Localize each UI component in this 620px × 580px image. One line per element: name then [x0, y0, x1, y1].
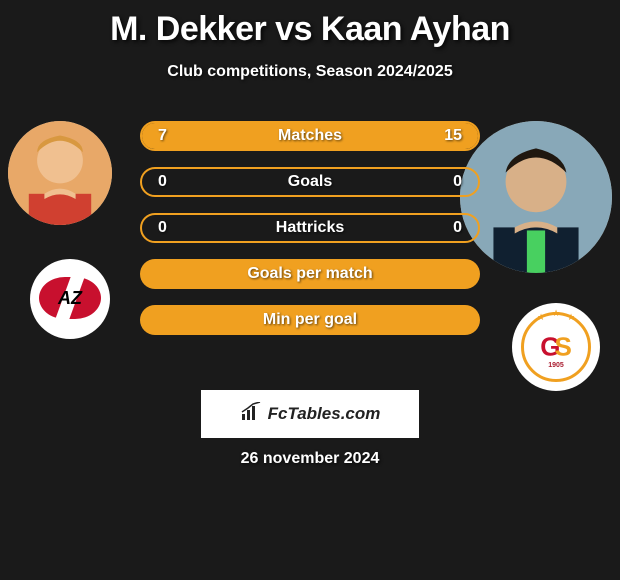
stat-label: Goals per match [247, 265, 372, 283]
az-logo-icon: AZ [39, 277, 101, 321]
stat-right-value: 0 [453, 219, 462, 237]
stat-label: Matches [278, 127, 342, 145]
player-left-photo [8, 121, 112, 225]
stat-right-value: 15 [444, 127, 462, 145]
stat-label: Min per goal [263, 311, 357, 329]
brand-text: FcTables.com [268, 404, 381, 424]
avatar-right-icon [460, 121, 612, 273]
stat-label: Hattricks [276, 219, 344, 237]
stat-left-value: 0 [158, 173, 167, 191]
club-left-logo: AZ [30, 259, 110, 339]
stat-bar: 0 Goals 0 [140, 167, 480, 197]
stat-bars: 7 Matches 15 0 Goals 0 0 Hattricks 0 Goals per ma… [140, 121, 480, 351]
stat-bar: Goals per match [140, 259, 480, 289]
stat-bar: 0 Hattricks 0 [140, 213, 480, 243]
brand-box: FcTables.com [201, 390, 419, 438]
stat-bar: 7 Matches 15 [140, 121, 480, 151]
stat-bar: Min per goal [140, 305, 480, 335]
gs-year: 1905 [548, 362, 564, 369]
comparison-panel: AZ ★ ★ ★ GS 1905 7 Matches 15 0 Goals 0 0 Hattr… [0, 111, 620, 391]
avatar-left-icon [8, 121, 112, 225]
page-title: M. Dekker vs Kaan Ayhan [0, 0, 620, 49]
stat-label: Goals [288, 173, 332, 191]
club-right-logo: ★ ★ ★ GS 1905 [512, 303, 600, 391]
gs-s-letter: S [554, 332, 571, 362]
subtitle: Club competitions, Season 2024/2025 [0, 63, 620, 81]
player-right-photo [460, 121, 612, 273]
brand-chart-icon [240, 402, 264, 427]
stat-left-value: 0 [158, 219, 167, 237]
date-label: 26 november 2024 [241, 450, 380, 468]
gs-logo-icon: ★ ★ ★ GS 1905 [521, 312, 591, 382]
stat-left-value: 7 [158, 127, 167, 145]
club-left-text: AZ [58, 288, 82, 309]
stat-right-value: 0 [453, 173, 462, 191]
